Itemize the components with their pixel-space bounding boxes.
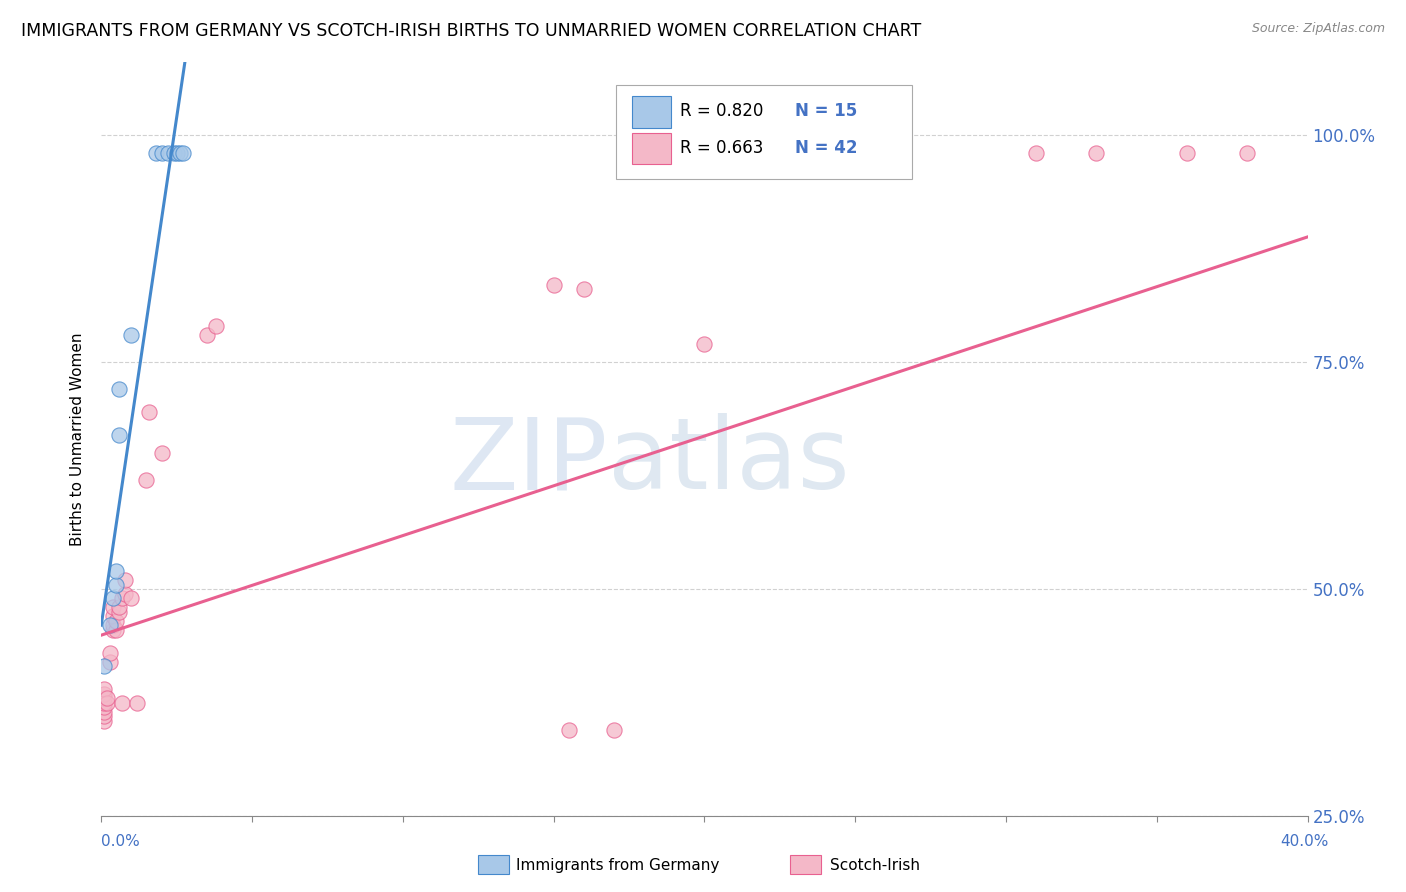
Y-axis label: Births to Unmarried Women: Births to Unmarried Women (70, 333, 86, 546)
Point (754, 841, 776, 855)
Point (111, 696, 134, 710)
Point (108, 600, 131, 615)
FancyBboxPatch shape (633, 96, 671, 128)
Point (114, 573, 136, 587)
Text: R = 0.820: R = 0.820 (681, 103, 763, 120)
Point (1025, 146, 1047, 161)
Point (120, 327, 142, 342)
Point (103, 623, 125, 637)
Point (543, 277, 565, 292)
Point (96, 691, 118, 706)
Point (156, 146, 179, 161)
Point (195, 327, 218, 342)
Point (93, 696, 115, 710)
Point (93, 687, 115, 701)
Point (150, 446, 173, 460)
Point (93, 700, 115, 714)
Point (98, 646, 121, 660)
Text: 40.0%: 40.0% (1281, 834, 1329, 848)
Point (572, 283, 595, 297)
Point (844, 841, 866, 855)
Text: IMMIGRANTS FROM GERMANY VS SCOTCH-IRISH BIRTHS TO UNMARRIED WOMEN CORRELATION CH: IMMIGRANTS FROM GERMANY VS SCOTCH-IRISH … (21, 22, 921, 40)
Point (108, 605, 131, 619)
FancyBboxPatch shape (616, 85, 912, 179)
Point (127, 696, 149, 710)
Point (693, 337, 716, 351)
Point (166, 146, 188, 161)
Point (93, 659, 115, 673)
Point (138, 405, 160, 419)
Point (150, 146, 173, 161)
Point (172, 146, 194, 161)
Point (1236, 146, 1258, 161)
Text: Immigrants from Germany: Immigrants from Germany (516, 858, 720, 872)
Point (114, 587, 136, 601)
Point (105, 614, 128, 628)
Point (96, 696, 118, 710)
Point (145, 146, 167, 161)
Point (205, 318, 228, 333)
Text: N = 42: N = 42 (794, 138, 858, 157)
Point (103, 591, 125, 606)
Point (93, 705, 115, 719)
Point (93, 714, 115, 728)
Point (93, 691, 115, 706)
Text: ZIP: ZIP (450, 413, 607, 510)
Point (1085, 146, 1108, 161)
Text: R = 0.663: R = 0.663 (681, 138, 763, 157)
Point (111, 591, 134, 606)
FancyBboxPatch shape (633, 133, 671, 164)
Point (103, 618, 125, 632)
Point (105, 577, 128, 591)
Point (169, 146, 191, 161)
Point (93, 709, 115, 723)
Point (1175, 146, 1198, 161)
Point (135, 473, 157, 487)
Text: 0.0%: 0.0% (101, 834, 141, 848)
Point (98, 655, 121, 669)
Point (103, 609, 125, 624)
Point (93, 681, 115, 696)
Text: Source: ZipAtlas.com: Source: ZipAtlas.com (1251, 22, 1385, 36)
Point (103, 600, 125, 615)
Point (120, 591, 142, 606)
Text: N = 15: N = 15 (794, 103, 858, 120)
Point (108, 427, 131, 442)
Text: Scotch-Irish: Scotch-Irish (830, 858, 920, 872)
Point (162, 146, 184, 161)
Point (98, 618, 121, 632)
Point (105, 623, 128, 637)
Point (105, 564, 128, 578)
Point (557, 723, 579, 737)
Text: atlas: atlas (607, 413, 849, 510)
Point (108, 383, 131, 397)
Point (603, 723, 626, 737)
